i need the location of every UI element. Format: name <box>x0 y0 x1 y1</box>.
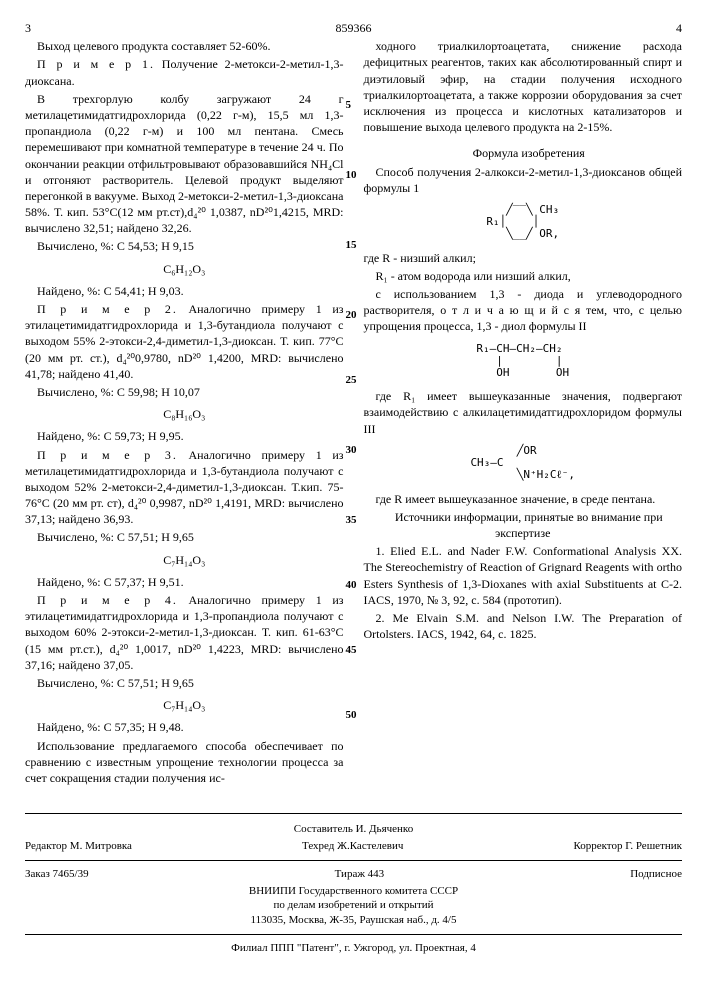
org-line: по делам изобретений и открытий <box>25 898 682 913</box>
example-title: П р и м е р 2. <box>37 302 178 316</box>
line-marker: 25 <box>346 373 357 388</box>
formula: C₆H₁₂O₃ <box>25 261 344 277</box>
para: Использование предлагаемого способа обес… <box>25 738 344 787</box>
para: где R имеет вышеуказанное значение, в ср… <box>364 491 683 507</box>
para: В трехгорлую колбу загружают 24 г метила… <box>25 91 344 237</box>
org-line: ВНИИПИ Государственного комитета СССР <box>25 884 682 899</box>
para: Вычислено, %: С 59,98; Н 10,07 <box>25 384 344 400</box>
chem-structure: ╱‾‾╲ CH₃ R₁│ │ ╲__╱ OR, <box>364 204 683 242</box>
reference: 1. Elied E.L. and Nader F.W. Conformatio… <box>364 543 683 608</box>
line-marker: 5 <box>346 98 352 113</box>
para: Вычислено, %: С 57,51; Н 9,65 <box>25 675 344 691</box>
signed: Подписное <box>630 867 682 882</box>
editor: Редактор М. Митровка <box>25 839 132 854</box>
para: Источники информации, принятые во вниман… <box>364 509 683 541</box>
line-marker: 45 <box>346 643 357 658</box>
line-marker: 50 <box>346 708 357 723</box>
para: Найдено, %: С 54,41; Н 9,03. <box>25 283 344 299</box>
reference: 2. Me Elvain S.M. and Nelson I.W. The Pr… <box>364 610 683 642</box>
doc-number: 859366 <box>336 20 372 36</box>
chem-structure: ╱OR CH₃—C ╲N⁺H₂Cℓ⁻, <box>364 445 683 483</box>
tech-editor: Техред Ж.Кастелевич <box>302 839 403 854</box>
order-number: Заказ 7465/39 <box>25 867 89 882</box>
example-title: П р и м е р 4. <box>37 593 178 607</box>
line-marker: 35 <box>346 513 357 528</box>
para: П р и м е р 4. Аналогично примеру 1 из э… <box>25 592 344 673</box>
page-left: 3 <box>25 20 31 36</box>
footer: Составитель И. Дьяченко Редактор М. Митр… <box>25 813 682 956</box>
address: 113035, Москва, Ж-35, Раушская наб., д. … <box>25 913 682 928</box>
para: П р и м е р 1. Получение 2-метокси-2-мет… <box>25 56 344 88</box>
formula: C₇H₁₄O₃ <box>25 552 344 568</box>
page-right: 4 <box>676 20 682 36</box>
para: Найдено, %: С 57,37; Н 9,51. <box>25 574 344 590</box>
compiler: Составитель И. Дьяченко <box>25 822 682 837</box>
branch: Филиал ППП "Патент", г. Ужгород, ул. Про… <box>25 941 682 956</box>
para: ходного триалкилортоацетата, снижение ра… <box>364 38 683 135</box>
line-marker: 10 <box>346 168 357 183</box>
para: Найдено, %: С 57,35; Н 9,48. <box>25 719 344 735</box>
para: Способ получения 2-алкокси-2-метил-1,3-д… <box>364 164 683 196</box>
chem-structure: R₁—CH—CH₂—CH₂ | | OH OH <box>364 343 683 381</box>
para: R₁ - атом водорода или низший алкил, <box>364 268 683 284</box>
para: П р и м е р 3. Аналогично примеру 1 из м… <box>25 447 344 528</box>
para: Вычислено, %: С 54,53; Н 9,15 <box>25 238 344 254</box>
page-header: 3 859366 4 <box>25 20 682 36</box>
column-right: 5 10 15 20 25 30 35 40 45 50 ходного три… <box>364 38 683 788</box>
para: с использованием 1,3 - диода и углеводор… <box>364 286 683 335</box>
example-title: П р и м е р 1. <box>37 57 155 71</box>
formula: C₇H₁₄O₃ <box>25 697 344 713</box>
para: где R₁ имеет вышеуказанные значения, под… <box>364 388 683 437</box>
line-marker: 30 <box>346 443 357 458</box>
section-heading: Формула изобретения <box>364 145 683 161</box>
corrector: Корректор Г. Решетник <box>573 839 682 854</box>
para: Найдено, %: С 59,73; Н 9,95. <box>25 428 344 444</box>
example-title: П р и м е р 3. <box>37 448 178 462</box>
line-marker: 15 <box>346 238 357 253</box>
column-left: Выход целевого продукта составляет 52-60… <box>25 38 344 788</box>
line-marker: 20 <box>346 308 357 323</box>
para: П р и м е р 2. Аналогично примеру 1 из э… <box>25 301 344 382</box>
para: Вычислено, %: С 57,51; Н 9,65 <box>25 529 344 545</box>
formula: C₈H₁₆O₃ <box>25 406 344 422</box>
para: Выход целевого продукта составляет 52-60… <box>25 38 344 54</box>
line-marker: 40 <box>346 578 357 593</box>
para: где R - низший алкил; <box>364 250 683 266</box>
circulation: Тираж 443 <box>335 867 385 882</box>
